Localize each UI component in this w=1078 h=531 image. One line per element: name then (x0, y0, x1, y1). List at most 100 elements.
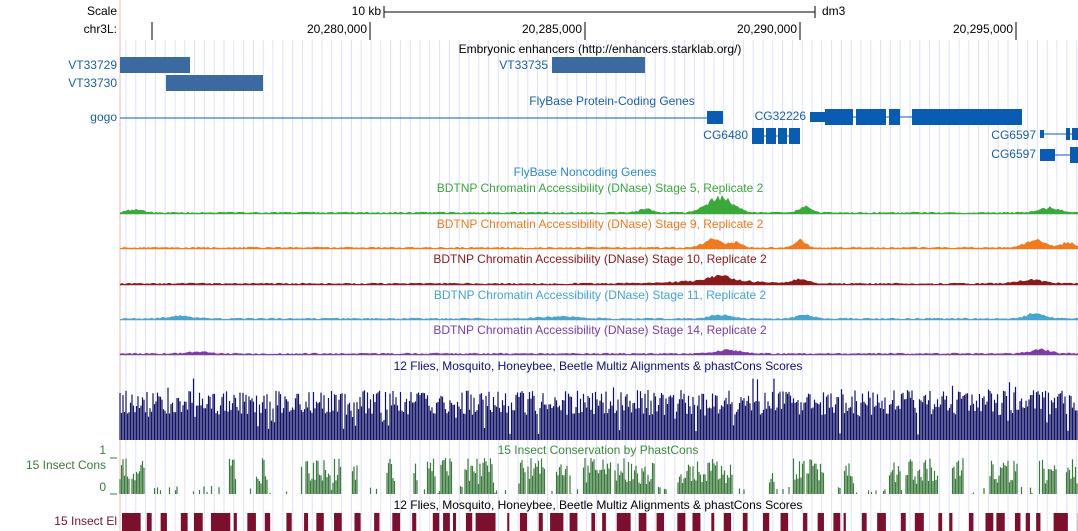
ruler-tick-label: 20,290,000 (737, 22, 797, 36)
element (638, 513, 647, 531)
element (443, 513, 450, 531)
element (507, 513, 510, 531)
gene-model[interactable] (810, 109, 1022, 125)
gene-label: CG6597 (991, 128, 1036, 142)
element (803, 513, 808, 531)
element (475, 513, 496, 531)
gene-label: CG6480 (703, 128, 748, 142)
element (412, 513, 417, 531)
element (877, 513, 886, 531)
element (122, 513, 141, 531)
exon (1066, 128, 1070, 140)
track-title: BDTNP Chromatin Accessibility (DNase) St… (433, 252, 767, 266)
conserved-elements (122, 513, 1078, 531)
track-title: 12 Flies, Mosquito, Honeybee, Beetle Mul… (394, 359, 803, 373)
enhancer[interactable] (166, 75, 263, 91)
enhancer-label: VT33735 (499, 58, 548, 72)
gene-model[interactable] (1040, 147, 1078, 163)
gene-label: CG6597 (991, 147, 1036, 161)
element (392, 513, 401, 531)
ruler-tick-label: 20,285,000 (522, 22, 582, 36)
exon (810, 112, 825, 122)
dnase-signal (119, 238, 1078, 250)
exon (825, 109, 853, 125)
dnase-tracks: BDTNP Chromatin Accessibility (DNase) St… (119, 181, 1078, 356)
element (677, 513, 686, 531)
element (374, 513, 380, 531)
exon (766, 128, 776, 144)
gene-model[interactable] (120, 111, 723, 124)
scale-bar-label: 10 kb (352, 4, 382, 18)
element (452, 513, 457, 531)
element (780, 513, 789, 531)
enhancer[interactable] (552, 57, 645, 73)
element (569, 513, 578, 531)
element (160, 513, 167, 531)
element (817, 513, 824, 531)
element (711, 513, 715, 531)
gene-model[interactable] (1040, 128, 1078, 140)
exon (1072, 128, 1078, 140)
element (354, 513, 361, 531)
exon (752, 128, 764, 144)
element (538, 513, 543, 531)
y-min-label: 0 (99, 480, 106, 494)
element (334, 513, 342, 531)
element (861, 513, 867, 531)
track-label: 15 Insect El (54, 514, 117, 528)
element (304, 513, 309, 531)
element (949, 513, 953, 531)
exon (1040, 149, 1055, 161)
exon (856, 109, 886, 125)
ruler-tick-label: 20,295,000 (953, 22, 1013, 36)
element (616, 513, 631, 531)
element (316, 513, 324, 531)
assembly: dm3 (822, 4, 846, 18)
element (833, 513, 841, 531)
element (938, 513, 943, 531)
enhancer[interactable] (120, 57, 190, 73)
track-label: 15 Insect Cons (26, 458, 106, 472)
element (146, 513, 152, 531)
element (742, 513, 748, 531)
element (550, 513, 564, 531)
ruler-tick-label: 20,280,000 (307, 22, 367, 36)
phastcons-bars (119, 458, 1078, 494)
exon (912, 109, 1022, 125)
track-title: FlyBase Protein-Coding Genes (529, 94, 694, 108)
element (432, 513, 440, 531)
exon (778, 128, 787, 144)
element (692, 513, 701, 531)
gene-label: gogo (90, 110, 117, 124)
multiz-bars (119, 378, 1078, 440)
element (591, 513, 596, 531)
element (996, 513, 1005, 531)
track-title: BDTNP Chromatin Accessibility (DNase) St… (434, 288, 767, 302)
track-title: FlyBase Noncoding Genes (514, 165, 657, 179)
track-title: 12 Flies, Mosquito, Honeybee, Beetle Mul… (394, 498, 803, 512)
element (900, 513, 906, 531)
exon (889, 109, 900, 125)
element (233, 513, 237, 531)
element (843, 513, 846, 531)
element (914, 513, 924, 531)
dnase-signal (119, 274, 1078, 286)
y-max-label: 1 (99, 443, 106, 457)
element (602, 513, 606, 531)
exon (789, 128, 800, 144)
element (1025, 513, 1030, 531)
track-title: BDTNP Chromatin Accessibility (DNase) St… (433, 323, 767, 337)
enhancer-label: VT33730 (68, 76, 117, 90)
dnase-signal (119, 312, 1078, 321)
element (519, 513, 528, 531)
element (1014, 513, 1021, 531)
element (210, 513, 231, 531)
multiz-signal (119, 378, 1078, 440)
element (656, 513, 665, 531)
exon (707, 111, 723, 124)
gene-model[interactable] (752, 128, 800, 144)
element (465, 513, 473, 531)
element (193, 513, 203, 531)
element (762, 513, 770, 531)
